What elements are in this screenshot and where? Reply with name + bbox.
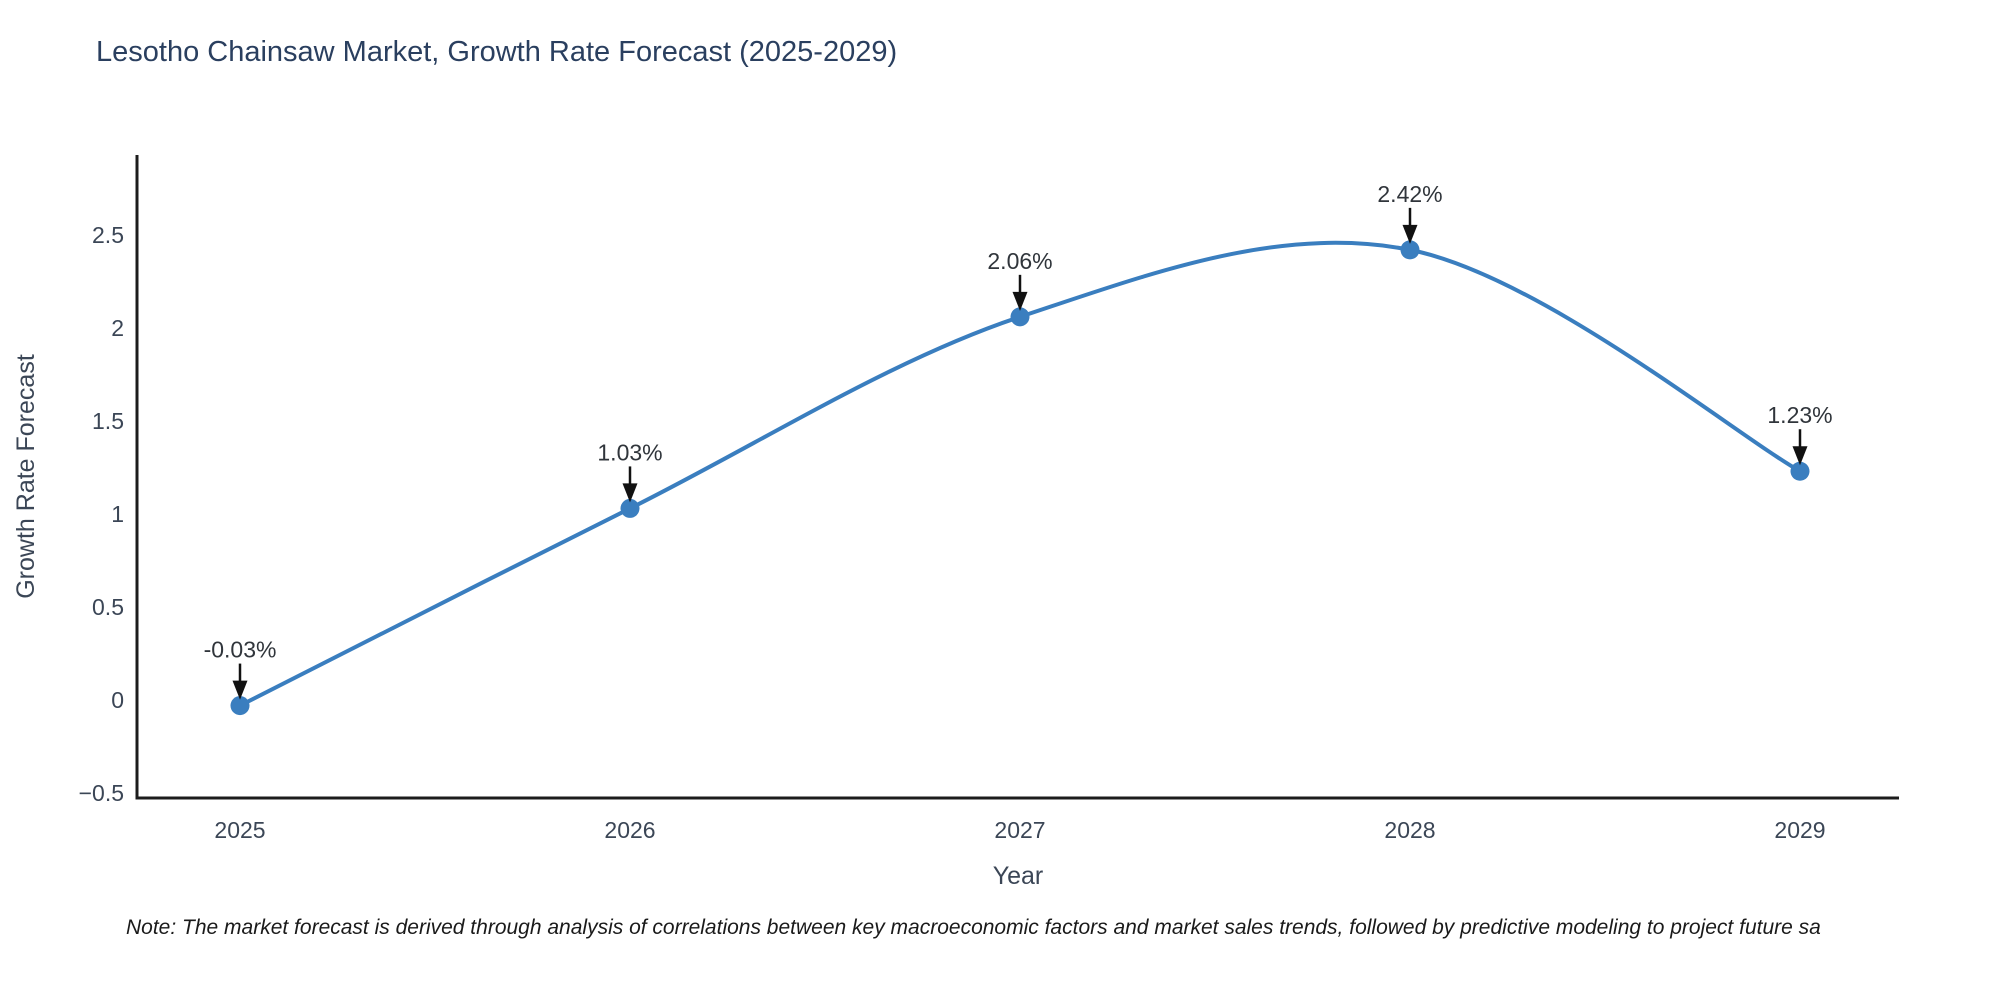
annotation-arrowhead [232,680,248,700]
point-annotation-label: 2.42% [1377,181,1442,207]
data-point-marker[interactable] [1010,307,1030,327]
point-annotation-label: -0.03% [204,637,277,663]
point-annotation-label: 2.06% [987,248,1052,274]
data-point-marker[interactable] [1400,240,1420,260]
y-tick-label: 1.5 [92,408,124,434]
point-annotation-label: 1.03% [597,439,662,465]
annotation-arrowhead [622,483,638,503]
y-tick-label: 0.5 [92,594,124,620]
data-point-marker[interactable] [1790,461,1810,481]
y-tick-label: 2 [111,315,124,341]
data-point-marker[interactable] [620,498,640,518]
y-axis-title: Growth Rate Forecast [12,354,40,599]
x-tick-label: 2025 [214,817,265,843]
y-tick-label: 1 [111,501,124,527]
x-axis-title: Year [993,862,1044,890]
data-point-marker[interactable] [230,696,250,716]
y-tick-label: −0.5 [79,780,124,806]
annotation-arrowhead [1402,224,1418,244]
y-tick-label: 2.5 [92,222,124,248]
footnote: Note: The market forecast is derived thr… [126,916,1821,939]
annotation-arrowhead [1012,291,1028,311]
x-tick-label: 2028 [1384,817,1435,843]
x-tick-label: 2026 [604,817,655,843]
chart-title: Lesotho Chainsaw Market, Growth Rate For… [96,36,898,68]
x-tick-label: 2027 [994,817,1045,843]
annotation-arrowhead [1792,446,1808,466]
x-tick-label: 2029 [1774,817,1825,843]
point-annotation-label: 1.23% [1767,402,1832,428]
y-tick-label: 0 [111,687,124,713]
